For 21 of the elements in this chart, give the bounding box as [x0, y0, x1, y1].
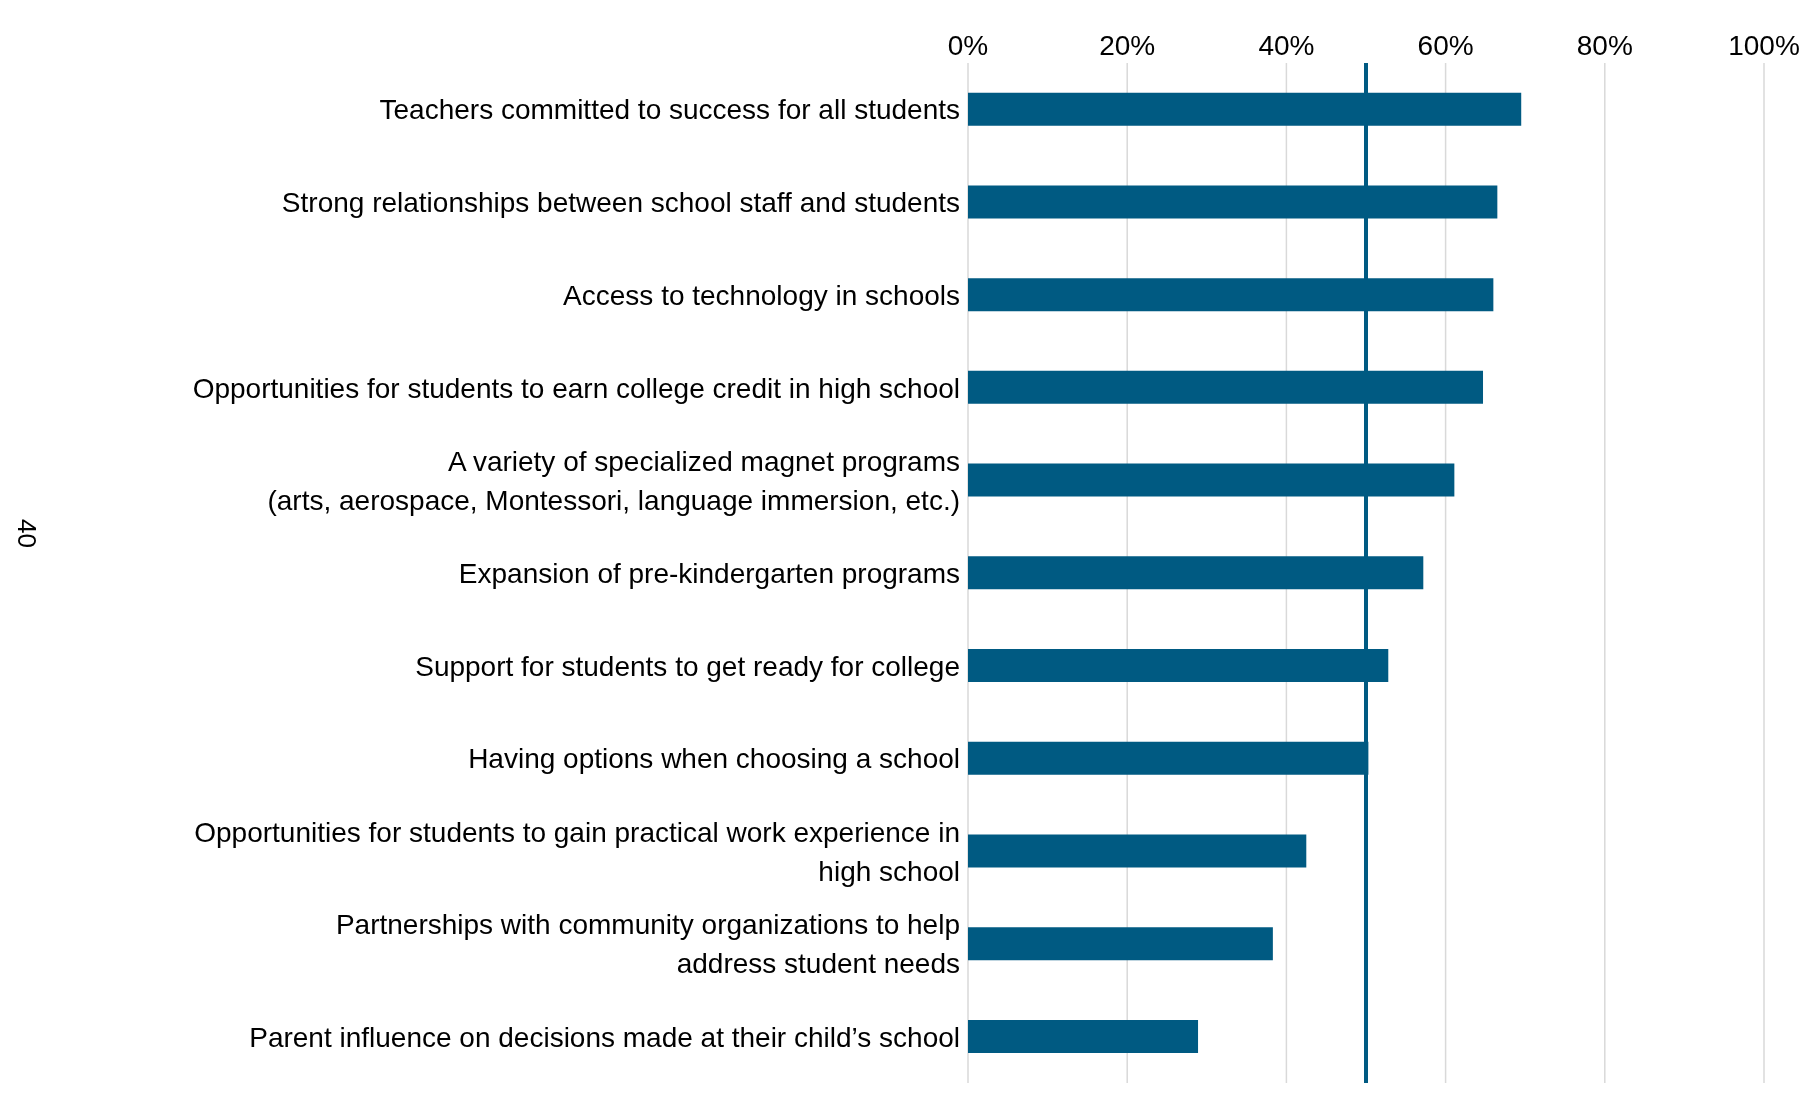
x-tick-label: 40%: [1258, 30, 1315, 61]
y-tick-label: Parent influence on decisions made at their child’s school: [249, 1021, 960, 1053]
x-tick-label: 20%: [1099, 30, 1156, 61]
x-tick-label: 100%: [1728, 30, 1800, 61]
bar: [968, 1019, 1199, 1053]
y-tick-label: Teachers committed to success for all students: [379, 93, 960, 125]
y-tick-label: Opportunities for students to gain practical work experience in high school: [194, 816, 960, 887]
y-tick-label: Partnerships with community organizations to help address student needs: [335, 908, 960, 979]
bar: [968, 834, 1307, 868]
y-tick-label: Strong relationships between school staff and students: [281, 186, 960, 218]
y-tick-label: Opportunities for students to earn college credit in high school: [192, 372, 960, 404]
y-tick-label: Support for students to get ready for college: [415, 650, 960, 682]
y-tick-label: A variety of specialized magnet programs (arts, aerospace, Montessori, language immersion, etc.): [267, 445, 960, 516]
y-tick-label: Access to technology in schools: [563, 279, 960, 311]
x-tick-label: 80%: [1576, 30, 1633, 61]
y-tick-label: Having options when choosing a school: [468, 742, 960, 774]
bar: [968, 927, 1273, 961]
x-tick-label: 0%: [947, 30, 989, 61]
y-tick-label: Expansion of pre-kindergarten programs: [458, 557, 960, 589]
text: 40: [10, 519, 42, 548]
x-tick-label: 60%: [1417, 30, 1474, 61]
